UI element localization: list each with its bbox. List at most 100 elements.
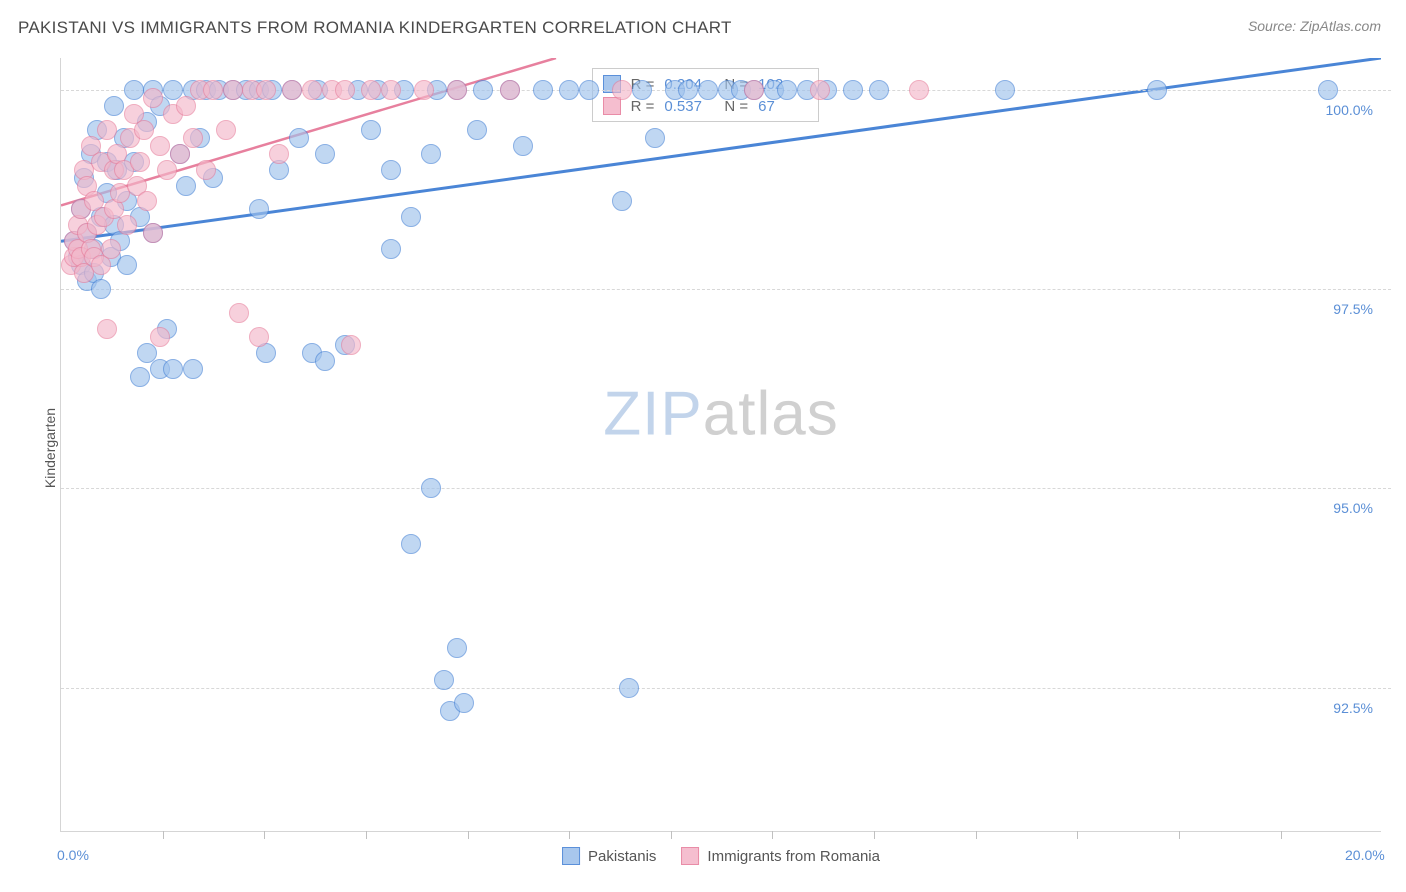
- scatter-point: [229, 303, 249, 323]
- scatter-point: [170, 144, 190, 164]
- x-minor-tick: [163, 831, 164, 839]
- scatter-point: [183, 359, 203, 379]
- scatter-point: [559, 80, 579, 100]
- scatter-point: [434, 670, 454, 690]
- scatter-point: [157, 160, 177, 180]
- scatter-point: [269, 144, 289, 164]
- x-minor-tick: [468, 831, 469, 839]
- scatter-point: [381, 239, 401, 259]
- x-minor-tick: [772, 831, 773, 839]
- scatter-point: [124, 80, 144, 100]
- scatter-point: [97, 319, 117, 339]
- scatter-point: [381, 160, 401, 180]
- scatter-point: [117, 215, 137, 235]
- watermark: ZIPatlas: [603, 378, 838, 449]
- scatter-point: [223, 80, 243, 100]
- y-axis-title: Kindergarten: [42, 408, 58, 488]
- legend-n-value-2: 67: [758, 98, 808, 115]
- scatter-point: [196, 160, 216, 180]
- watermark-zip: ZIP: [603, 379, 702, 448]
- x-minor-tick: [1179, 831, 1180, 839]
- x-tick-label: 0.0%: [57, 847, 89, 863]
- scatter-point: [645, 128, 665, 148]
- y-tick-label: 95.0%: [1333, 500, 1373, 516]
- bottom-swatch-1: [562, 847, 580, 865]
- x-minor-tick: [671, 831, 672, 839]
- scatter-point: [619, 678, 639, 698]
- legend-n-label: N =: [724, 98, 748, 115]
- y-tick-label: 92.5%: [1333, 700, 1373, 716]
- scatter-point: [401, 534, 421, 554]
- scatter-point: [163, 359, 183, 379]
- scatter-point: [843, 80, 863, 100]
- bottom-legend-label-1: Pakistanis: [588, 848, 656, 865]
- scatter-point: [249, 327, 269, 347]
- scatter-point: [869, 80, 889, 100]
- scatter-point: [533, 80, 553, 100]
- scatter-point: [381, 80, 401, 100]
- scatter-point: [698, 80, 718, 100]
- scatter-point: [612, 191, 632, 211]
- scatter-point: [500, 80, 520, 100]
- scatter-point: [1147, 80, 1167, 100]
- scatter-point: [447, 80, 467, 100]
- bottom-legend-label-2: Immigrants from Romania: [707, 848, 880, 865]
- chart-container: PAKISTANI VS IMMIGRANTS FROM ROMANIA KIN…: [0, 0, 1406, 892]
- scatter-point: [421, 144, 441, 164]
- scatter-point: [97, 120, 117, 140]
- scatter-point: [183, 128, 203, 148]
- scatter-point: [421, 478, 441, 498]
- scatter-point: [473, 80, 493, 100]
- bottom-legend-item-2: Immigrants from Romania: [681, 847, 880, 865]
- x-minor-tick: [976, 831, 977, 839]
- bottom-legend-item-1: Pakistanis: [562, 847, 656, 865]
- scatter-point: [467, 120, 487, 140]
- scatter-point: [361, 80, 381, 100]
- scatter-point: [130, 367, 150, 387]
- scatter-point: [1318, 80, 1338, 100]
- scatter-point: [777, 80, 797, 100]
- scatter-point: [361, 120, 381, 140]
- bottom-swatch-2: [681, 847, 699, 865]
- x-minor-tick: [1077, 831, 1078, 839]
- scatter-point: [143, 88, 163, 108]
- x-minor-tick: [366, 831, 367, 839]
- legend-r-value-2: 0.537: [664, 98, 714, 115]
- scatter-point: [134, 120, 154, 140]
- x-tick-label: 20.0%: [1345, 847, 1385, 863]
- y-tick-label: 97.5%: [1333, 301, 1373, 317]
- scatter-point: [315, 144, 335, 164]
- scatter-point: [91, 279, 111, 299]
- trend-lines: [61, 58, 1381, 831]
- scatter-point: [744, 80, 764, 100]
- scatter-point: [130, 152, 150, 172]
- scatter-point: [335, 80, 355, 100]
- scatter-point: [104, 96, 124, 116]
- scatter-point: [995, 80, 1015, 100]
- scatter-point: [150, 136, 170, 156]
- plot-area: ZIPatlas R = 0.204 N = 102 R = 0.537 N =…: [60, 58, 1381, 832]
- scatter-point: [256, 80, 276, 100]
- scatter-point: [289, 128, 309, 148]
- scatter-point: [176, 96, 196, 116]
- scatter-point: [176, 176, 196, 196]
- scatter-point: [447, 638, 467, 658]
- scatter-point: [101, 239, 121, 259]
- x-minor-tick: [569, 831, 570, 839]
- chart-title: PAKISTANI VS IMMIGRANTS FROM ROMANIA KIN…: [18, 18, 732, 38]
- scatter-point: [513, 136, 533, 156]
- scatter-point: [302, 80, 322, 100]
- x-minor-tick: [264, 831, 265, 839]
- scatter-point: [117, 255, 137, 275]
- scatter-point: [341, 335, 361, 355]
- scatter-point: [216, 120, 236, 140]
- scatter-point: [678, 80, 698, 100]
- source-attribution: Source: ZipAtlas.com: [1248, 18, 1381, 34]
- legend-swatch-2: [603, 97, 621, 115]
- grid-line-h: [61, 289, 1391, 290]
- scatter-point: [150, 327, 170, 347]
- scatter-point: [612, 80, 632, 100]
- x-minor-tick: [1281, 831, 1282, 839]
- scatter-point: [401, 207, 421, 227]
- scatter-point: [909, 80, 929, 100]
